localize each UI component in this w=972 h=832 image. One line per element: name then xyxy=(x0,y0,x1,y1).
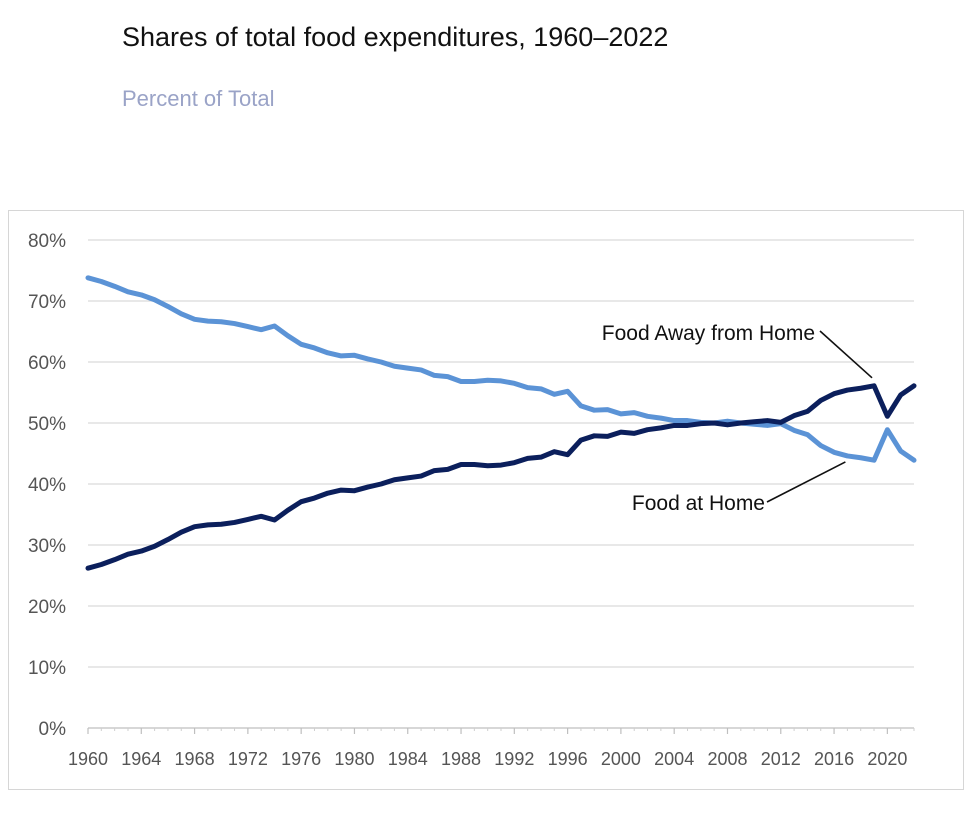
annotation-leader-line xyxy=(819,330,873,379)
y-tick-label: 40% xyxy=(28,475,66,496)
gridlines xyxy=(88,239,914,729)
x-tick-label: 2016 xyxy=(814,749,854,769)
x-tick-label: 1972 xyxy=(228,749,268,769)
x-tick-label: 1968 xyxy=(175,749,215,769)
y-tick-label: 10% xyxy=(28,658,66,679)
x-tick-label: 1964 xyxy=(121,749,161,769)
y-tick-label: 20% xyxy=(28,597,66,618)
x-tick-label: 1960 xyxy=(68,749,108,769)
y-tick-label: 80% xyxy=(28,231,66,252)
x-tick-label: 1980 xyxy=(334,749,374,769)
x-tick-label: 1992 xyxy=(494,749,534,769)
chart-frame xyxy=(8,210,964,790)
x-tick-label: 2004 xyxy=(654,749,694,769)
chart-title: Shares of total food expenditures, 1960–… xyxy=(122,22,669,52)
y-tick-label: 60% xyxy=(28,353,66,374)
chart-subtitle: Percent of Total xyxy=(122,86,275,111)
series-line-food-at-home xyxy=(85,275,917,463)
annotation-label: Food Away from Home xyxy=(602,322,815,345)
series-line-food-away-from-home xyxy=(85,383,917,571)
y-tick-label: 50% xyxy=(28,414,66,435)
x-tick-label: 2012 xyxy=(761,749,801,769)
x-tick-label: 1976 xyxy=(281,749,321,769)
y-tick-label: 0% xyxy=(39,719,67,740)
y-tick-label: 70% xyxy=(28,292,66,313)
x-tick-label: 1988 xyxy=(441,749,481,769)
series-lines xyxy=(85,275,917,571)
annotation-label: Food at Home xyxy=(632,492,765,515)
annotations: Food Away from Home Food at Home xyxy=(602,322,873,515)
x-tick-label: 2008 xyxy=(707,749,747,769)
x-tick-label: 1984 xyxy=(388,749,428,769)
x-tick-label: 2020 xyxy=(867,749,907,769)
axes: 0% 10% 20% 30% 40% 50% 60% 70% 80% 1960 1964 1968 19… xyxy=(28,231,915,769)
x-tick-label: 1996 xyxy=(548,749,588,769)
x-tick-label: 2000 xyxy=(601,749,641,769)
y-tick-label: 30% xyxy=(28,536,66,557)
annotation-leader-line xyxy=(766,461,846,503)
